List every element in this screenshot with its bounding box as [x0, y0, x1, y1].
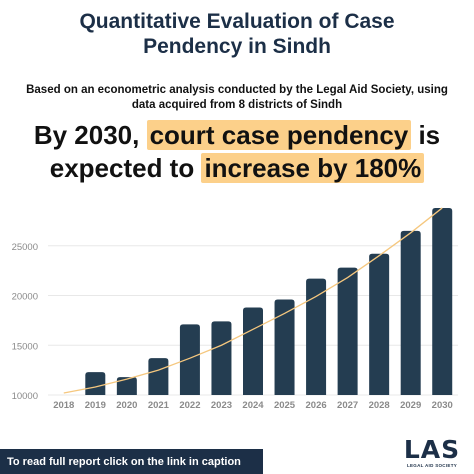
chart-bars — [85, 207, 453, 395]
bar-2027 — [337, 267, 358, 395]
x-tick-label: 2018 — [53, 400, 74, 411]
bar-2026 — [306, 278, 327, 395]
logo-sub-text: LEGAL AID SOCIETY — [406, 463, 458, 468]
bar-2025 — [274, 299, 295, 395]
x-tick-label: 2019 — [85, 400, 106, 411]
x-tick-label: 2026 — [306, 400, 327, 411]
y-axis-ticks: 10000 15000 20000 25000 — [12, 242, 38, 402]
x-axis-ticks: 2018 2019 2020 2021 2022 2023 2024 2025 2026 2027… — [53, 400, 453, 411]
x-tick-label: 2030 — [432, 400, 453, 411]
las-logo: LAS LEGAL AID SOCIETY — [400, 437, 464, 469]
bar-2020 — [116, 377, 137, 395]
bar-2023 — [211, 321, 232, 395]
trendline-path — [63, 207, 443, 394]
headline-text-expected: expected to — [49, 153, 202, 183]
y-tick-label: 15000 — [12, 341, 38, 352]
logo-main-text: LAS — [403, 435, 461, 464]
subtitle: Based on an econometric analysis conduct… — [10, 83, 464, 112]
headline-text-is: is — [411, 120, 441, 150]
x-tick-label: 2024 — [242, 400, 264, 411]
title-line-2: Pendency in Sindh — [143, 35, 331, 58]
x-tick-label: 2023 — [211, 400, 232, 411]
x-tick-label: 2025 — [274, 400, 296, 411]
headline: By 2030, court case pendency is expected… — [0, 119, 474, 185]
x-tick-label: 2027 — [337, 400, 358, 411]
bar-2021 — [148, 358, 169, 395]
footer-caption-link[interactable]: To read full report click on the link in… — [0, 449, 263, 474]
headline-line-1: By 2030, court case pendency is — [0, 119, 474, 152]
x-tick-label: 2020 — [116, 400, 137, 411]
y-tick-label: 25000 — [12, 242, 38, 253]
headline-highlight-pendency: court case pendency — [146, 120, 412, 150]
x-tick-label: 2022 — [179, 400, 200, 411]
subtitle-line-1: Based on an econometric analysis conduct… — [26, 84, 448, 96]
subtitle-line-2: data acquired from 8 districts of Sindh — [131, 98, 343, 111]
y-tick-label: 10000 — [12, 391, 38, 402]
x-tick-label: 2021 — [148, 400, 170, 411]
pendency-bar-chart: 10000 15000 20000 25000 2018 2019 2020 2021 202… — [12, 207, 458, 411]
y-tick-label: 20000 — [12, 292, 38, 303]
headline-highlight-increase: increase by 180% — [201, 153, 425, 183]
x-tick-label: 2029 — [400, 400, 421, 411]
bar-2030 — [432, 207, 453, 395]
bar-2029 — [400, 230, 421, 395]
bar-2019 — [85, 372, 106, 395]
headline-text-by-2030: By 2030, — [33, 120, 147, 150]
bar-2024 — [243, 307, 263, 395]
chart-trendline — [63, 207, 443, 394]
page-title: Quantitative Evaluation of Case Pendency… — [0, 9, 474, 59]
bar-2028 — [369, 253, 390, 395]
title-line-1: Quantitative Evaluation of Case — [79, 10, 395, 33]
headline-line-2: expected to increase by 180% — [0, 152, 474, 185]
x-tick-label: 2028 — [369, 400, 390, 411]
bar-2022 — [179, 324, 200, 395]
